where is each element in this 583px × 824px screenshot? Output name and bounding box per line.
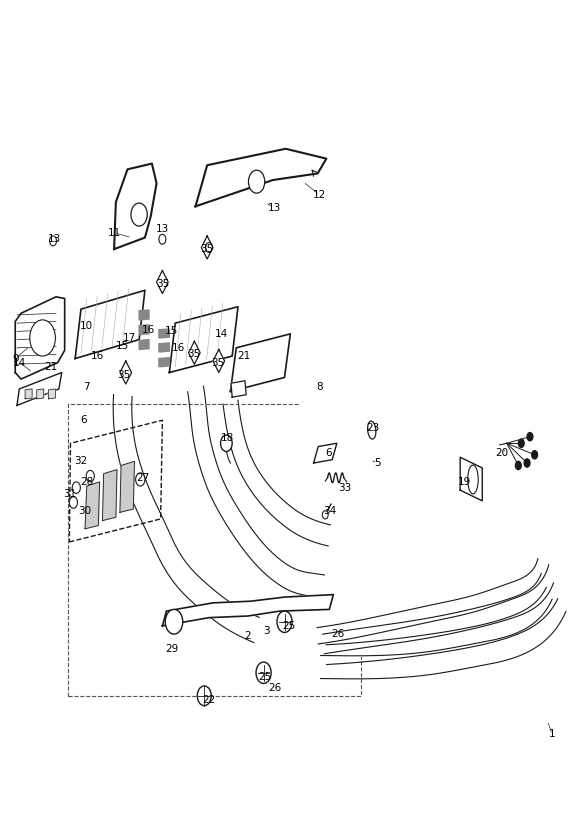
Polygon shape <box>120 461 135 513</box>
Text: 13: 13 <box>48 234 61 244</box>
Polygon shape <box>69 420 163 542</box>
Polygon shape <box>15 297 65 379</box>
Polygon shape <box>213 349 224 372</box>
Polygon shape <box>170 307 238 372</box>
Polygon shape <box>139 325 149 335</box>
Polygon shape <box>159 329 170 338</box>
Text: 15: 15 <box>164 326 178 336</box>
Polygon shape <box>460 457 482 501</box>
Text: 3: 3 <box>263 625 270 636</box>
Text: 35: 35 <box>200 244 213 254</box>
Circle shape <box>197 686 211 705</box>
Text: 10: 10 <box>80 321 93 330</box>
Ellipse shape <box>368 421 376 439</box>
Text: 11: 11 <box>107 227 121 237</box>
Text: 35: 35 <box>156 279 169 289</box>
Text: 2: 2 <box>244 630 251 641</box>
Circle shape <box>515 461 521 470</box>
Text: 13: 13 <box>268 203 280 213</box>
Circle shape <box>256 662 271 683</box>
Circle shape <box>322 511 328 519</box>
Text: 16: 16 <box>142 325 155 335</box>
Polygon shape <box>195 149 326 206</box>
Text: 35: 35 <box>212 358 225 368</box>
Polygon shape <box>48 389 55 399</box>
Text: 14: 14 <box>13 358 26 368</box>
Text: 34: 34 <box>322 506 336 516</box>
Text: 14: 14 <box>215 329 229 339</box>
Text: 20: 20 <box>496 448 508 458</box>
Polygon shape <box>103 470 117 521</box>
Circle shape <box>72 482 80 494</box>
Polygon shape <box>85 482 100 529</box>
Polygon shape <box>159 343 170 352</box>
Text: 15: 15 <box>116 341 129 351</box>
Text: 1: 1 <box>549 729 556 739</box>
Text: 9: 9 <box>12 353 19 363</box>
Text: 33: 33 <box>338 483 352 493</box>
Circle shape <box>131 203 147 226</box>
Text: 17: 17 <box>123 333 136 343</box>
Text: 22: 22 <box>202 695 216 705</box>
Text: 16: 16 <box>171 343 185 353</box>
Text: 12: 12 <box>313 190 326 200</box>
Ellipse shape <box>468 465 478 494</box>
Circle shape <box>30 320 55 356</box>
Polygon shape <box>17 372 62 405</box>
Circle shape <box>532 451 538 459</box>
Text: 25: 25 <box>258 672 271 682</box>
Text: 26: 26 <box>269 682 282 693</box>
Text: 19: 19 <box>458 477 472 487</box>
Polygon shape <box>159 358 170 367</box>
Circle shape <box>205 242 212 252</box>
Text: 16: 16 <box>90 351 104 361</box>
Polygon shape <box>37 389 44 399</box>
Polygon shape <box>314 443 337 463</box>
Text: 35: 35 <box>117 370 131 380</box>
Circle shape <box>136 473 145 486</box>
Circle shape <box>50 236 57 246</box>
Polygon shape <box>157 270 168 293</box>
Polygon shape <box>120 361 132 384</box>
Text: 25: 25 <box>282 620 295 631</box>
Circle shape <box>69 497 78 508</box>
Text: 21: 21 <box>44 362 57 372</box>
Text: 5: 5 <box>374 458 381 468</box>
Text: 21: 21 <box>237 351 251 361</box>
Text: 18: 18 <box>221 433 234 443</box>
Text: 30: 30 <box>79 506 92 516</box>
Text: 32: 32 <box>74 456 87 466</box>
Text: 6: 6 <box>80 415 87 425</box>
Circle shape <box>248 170 265 193</box>
Polygon shape <box>25 389 32 399</box>
Text: 8: 8 <box>316 382 323 392</box>
Circle shape <box>527 433 533 441</box>
Text: 13: 13 <box>156 224 169 234</box>
Polygon shape <box>114 164 157 249</box>
Circle shape <box>220 435 232 452</box>
Circle shape <box>159 234 166 244</box>
Circle shape <box>524 459 530 467</box>
Polygon shape <box>139 310 149 320</box>
Polygon shape <box>231 381 246 397</box>
Polygon shape <box>139 339 149 349</box>
Circle shape <box>518 439 524 447</box>
Polygon shape <box>75 290 145 358</box>
Polygon shape <box>188 341 200 364</box>
Text: 28: 28 <box>80 477 93 487</box>
Polygon shape <box>230 334 290 391</box>
Circle shape <box>86 471 94 482</box>
Text: 7: 7 <box>83 382 90 392</box>
Polygon shape <box>163 595 333 626</box>
Circle shape <box>277 611 292 633</box>
Text: 35: 35 <box>187 349 201 359</box>
Text: 29: 29 <box>166 644 179 654</box>
Text: 27: 27 <box>136 473 149 483</box>
Text: 31: 31 <box>63 489 76 499</box>
Text: 26: 26 <box>331 629 345 639</box>
Text: 6: 6 <box>325 448 332 458</box>
Text: 23: 23 <box>366 424 380 433</box>
Circle shape <box>166 610 182 634</box>
Polygon shape <box>201 236 213 259</box>
